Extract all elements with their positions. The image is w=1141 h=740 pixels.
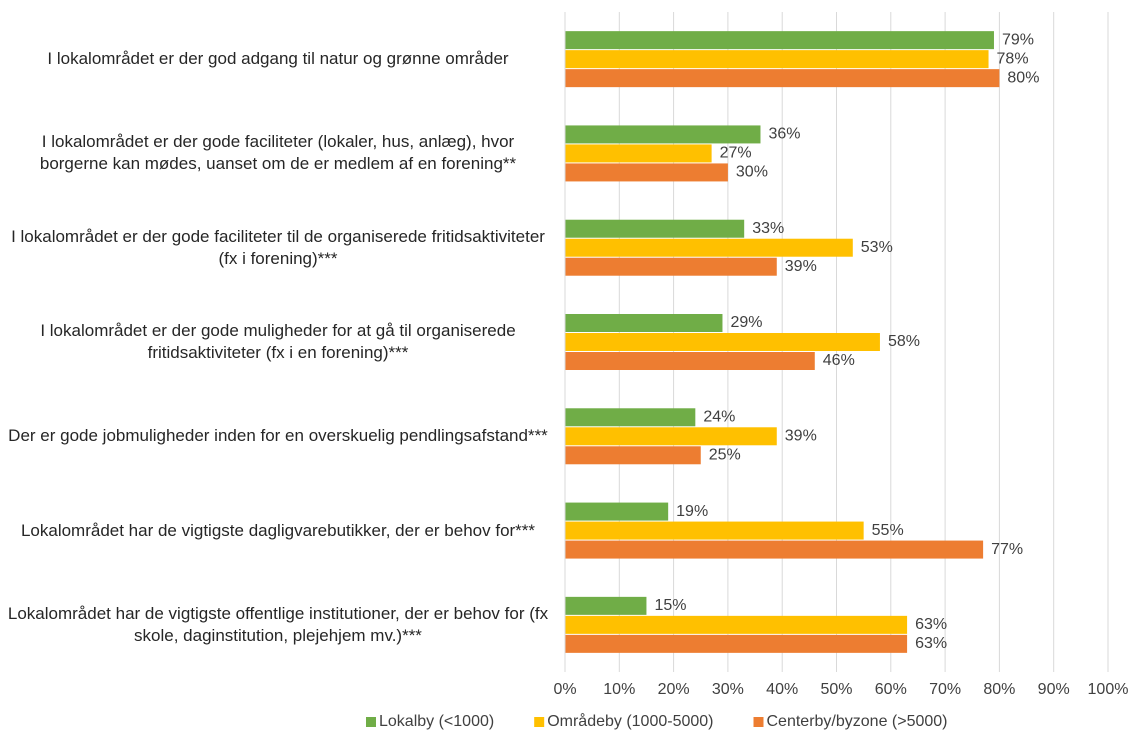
value-label: 33%	[752, 220, 784, 237]
bar	[565, 352, 815, 370]
x-tick-label: 70%	[929, 681, 961, 698]
legend-swatch	[753, 717, 764, 727]
bar	[565, 408, 696, 427]
category-label: I lokalområdet er der gode faciliteter (…	[39, 132, 517, 174]
x-tick-label: 40%	[766, 681, 798, 698]
bar	[565, 314, 723, 332]
legend-label: Lokalby (<1000)	[379, 713, 494, 730]
value-label: 15%	[654, 597, 686, 614]
value-label: 58%	[888, 333, 920, 350]
bar	[565, 634, 908, 653]
x-tick-label: 10%	[603, 681, 635, 698]
category-label: Lokalområdet har de vigtigste offentlige…	[7, 603, 549, 645]
x-tick-label: 90%	[1038, 681, 1070, 698]
bar	[565, 427, 777, 446]
x-tick-label: 100%	[1088, 681, 1129, 698]
x-tick-label: 60%	[875, 681, 907, 698]
value-label: 36%	[768, 126, 800, 143]
legend-label: Centerby/byzone (>5000)	[767, 713, 948, 730]
value-label: 39%	[785, 258, 817, 275]
category-label: I lokalområdet er der gode muligheder fo…	[40, 321, 516, 362]
value-label: 53%	[861, 239, 893, 256]
bar	[565, 50, 989, 69]
legend-swatch	[534, 717, 545, 727]
x-tick-label: 80%	[983, 681, 1015, 698]
bar	[565, 163, 728, 182]
bar	[565, 144, 712, 163]
bar	[565, 615, 908, 634]
value-label: 25%	[709, 447, 741, 464]
bar	[565, 257, 777, 276]
legend-label: Områdeby (1000-5000)	[547, 712, 713, 730]
category-label: I lokalområdet er der god adgang til nat…	[47, 49, 509, 69]
bar	[565, 125, 761, 144]
value-label: 63%	[915, 635, 947, 652]
value-label: 27%	[720, 145, 752, 162]
x-tick-label: 30%	[712, 681, 744, 698]
bar	[565, 502, 669, 521]
value-label: 63%	[915, 616, 947, 633]
bar	[565, 521, 864, 540]
bar	[565, 333, 880, 351]
value-label: 80%	[1007, 69, 1039, 86]
value-label: 29%	[730, 314, 762, 331]
x-tick-label: 0%	[553, 681, 576, 698]
bar	[565, 446, 701, 465]
category-label: Der er gode jobmuligheder inden for en o…	[8, 426, 548, 446]
value-label: 46%	[823, 352, 855, 369]
value-label: 78%	[997, 50, 1029, 67]
value-label: 24%	[703, 409, 735, 426]
legend-swatch	[366, 717, 376, 727]
value-label: 19%	[676, 503, 708, 520]
value-label: 30%	[736, 164, 768, 181]
bar	[565, 219, 745, 238]
value-label: 77%	[991, 541, 1023, 558]
value-label: 39%	[785, 428, 817, 445]
category-label: Lokalområdet har de vigtigste dagligvare…	[20, 520, 536, 540]
value-label: 79%	[1002, 31, 1034, 48]
x-tick-label: 50%	[820, 681, 852, 698]
bar	[565, 31, 994, 50]
x-tick-label: 20%	[658, 681, 690, 698]
bar	[565, 540, 984, 559]
category-label: I lokalområdet er der gode faciliteter t…	[11, 226, 545, 268]
value-label: 55%	[872, 522, 904, 539]
bar	[565, 69, 1000, 88]
bar	[565, 238, 853, 257]
bar	[565, 596, 647, 615]
